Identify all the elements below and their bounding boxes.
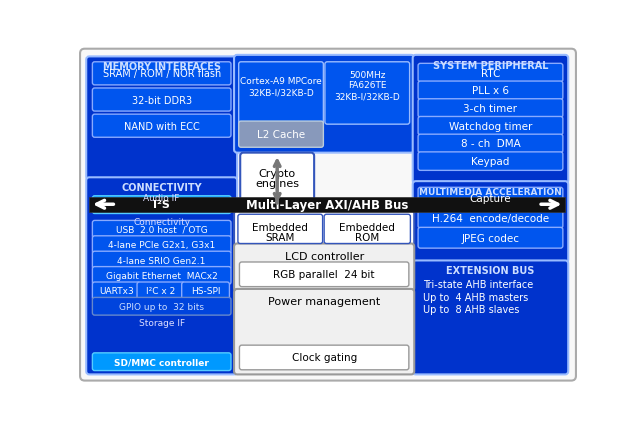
Text: Clock gating: Clock gating (292, 353, 356, 363)
FancyBboxPatch shape (418, 82, 563, 100)
FancyBboxPatch shape (234, 56, 414, 153)
Text: Power management: Power management (268, 296, 380, 307)
FancyBboxPatch shape (234, 211, 414, 248)
Text: Keypad: Keypad (471, 157, 509, 167)
Text: SYSTEM PERIPHERAL: SYSTEM PERIPHERAL (433, 61, 548, 71)
FancyBboxPatch shape (239, 122, 323, 148)
FancyBboxPatch shape (234, 244, 414, 291)
Text: 32KB-I/32KB-D: 32KB-I/32KB-D (248, 88, 314, 97)
Text: 4-lane PCIe G2x1, G3x1: 4-lane PCIe G2x1, G3x1 (108, 241, 215, 250)
Text: Connectivity: Connectivity (133, 217, 190, 226)
FancyBboxPatch shape (92, 115, 231, 138)
Text: Embedded: Embedded (339, 223, 396, 233)
FancyBboxPatch shape (92, 353, 231, 371)
Text: Capture: Capture (470, 193, 511, 203)
FancyBboxPatch shape (239, 262, 409, 287)
Text: SRAM: SRAM (266, 232, 295, 242)
FancyBboxPatch shape (418, 208, 563, 229)
FancyBboxPatch shape (92, 221, 231, 239)
FancyBboxPatch shape (413, 182, 568, 263)
Text: USB  2.0 host  / OTG: USB 2.0 host / OTG (116, 225, 207, 234)
FancyBboxPatch shape (92, 267, 231, 285)
Text: NAND with ECC: NAND with ECC (124, 121, 200, 131)
Text: 8 - ch  DMA: 8 - ch DMA (461, 139, 520, 149)
Text: 3-ch timer: 3-ch timer (463, 104, 518, 114)
Text: EXTENSION BUS: EXTENSION BUS (446, 266, 534, 276)
Text: PLL x 6: PLL x 6 (472, 86, 509, 96)
Text: 500MHz: 500MHz (349, 70, 385, 79)
FancyBboxPatch shape (324, 215, 410, 244)
Text: SRAM / ROM / NOR flash: SRAM / ROM / NOR flash (102, 69, 221, 79)
Text: FA626TE: FA626TE (348, 81, 387, 90)
Text: Embedded: Embedded (252, 223, 308, 233)
FancyBboxPatch shape (86, 178, 237, 374)
Text: CONNECTIVITY: CONNECTIVITY (122, 183, 202, 193)
Text: Multi-Layer AXI/AHB Bus: Multi-Layer AXI/AHB Bus (246, 198, 408, 211)
Text: LCD controller: LCD controller (285, 251, 364, 261)
FancyBboxPatch shape (240, 153, 314, 204)
FancyBboxPatch shape (92, 282, 140, 300)
Text: Tri-state AHB interface: Tri-state AHB interface (424, 279, 534, 290)
FancyBboxPatch shape (234, 289, 414, 374)
FancyBboxPatch shape (137, 282, 185, 300)
FancyBboxPatch shape (80, 49, 576, 381)
FancyBboxPatch shape (239, 63, 323, 125)
FancyBboxPatch shape (86, 57, 237, 180)
Text: Crypto: Crypto (259, 169, 296, 179)
Text: L2 Cache: L2 Cache (257, 130, 305, 140)
FancyBboxPatch shape (418, 117, 563, 135)
FancyBboxPatch shape (92, 63, 231, 86)
Text: 32-bit DDR3: 32-bit DDR3 (132, 95, 192, 105)
FancyBboxPatch shape (418, 135, 563, 153)
Text: 32KB-I/32KB-D: 32KB-I/32KB-D (334, 92, 400, 101)
FancyBboxPatch shape (92, 298, 231, 315)
FancyBboxPatch shape (413, 261, 568, 374)
Text: Cortex-A9 MPCore: Cortex-A9 MPCore (240, 77, 322, 86)
Text: MULTIMEDIA ACCELERATION: MULTIMEDIA ACCELERATION (419, 187, 562, 196)
FancyBboxPatch shape (418, 64, 563, 83)
FancyBboxPatch shape (413, 56, 568, 184)
FancyBboxPatch shape (92, 89, 231, 112)
Text: JPEG codec: JPEG codec (461, 233, 520, 243)
Text: SD/MMC controller: SD/MMC controller (115, 358, 209, 367)
Text: 4-lane SRIO Gen2.1: 4-lane SRIO Gen2.1 (118, 256, 206, 265)
FancyBboxPatch shape (418, 228, 563, 248)
Text: Watchdog timer: Watchdog timer (449, 121, 532, 131)
FancyBboxPatch shape (239, 345, 409, 370)
Text: I²C x 2: I²C x 2 (147, 287, 175, 296)
FancyBboxPatch shape (325, 63, 410, 125)
Text: ROM: ROM (355, 232, 380, 242)
FancyBboxPatch shape (92, 196, 231, 214)
Text: RGB parallel  24 bit: RGB parallel 24 bit (273, 270, 375, 279)
Text: Gigabit Ethernet  MACx2: Gigabit Ethernet MACx2 (106, 271, 218, 280)
Text: UARTx3: UARTx3 (99, 287, 134, 296)
Text: Up to  4 AHB masters: Up to 4 AHB masters (424, 292, 529, 302)
FancyBboxPatch shape (418, 153, 563, 171)
FancyBboxPatch shape (92, 236, 231, 254)
Text: HS-SPI: HS-SPI (191, 287, 220, 296)
Bar (90, 197, 565, 213)
Text: engines: engines (255, 178, 299, 188)
FancyBboxPatch shape (418, 188, 563, 209)
Text: MEMORY INTERFACES: MEMORY INTERFACES (102, 62, 221, 72)
Text: GPIO up to  32 bits: GPIO up to 32 bits (119, 302, 204, 311)
Text: Audio IF: Audio IF (143, 193, 180, 202)
FancyBboxPatch shape (92, 252, 231, 269)
Text: RTC: RTC (481, 69, 500, 78)
Text: I²S: I²S (153, 200, 170, 210)
Text: Up to  8 AHB slaves: Up to 8 AHB slaves (424, 304, 520, 314)
Text: Storage IF: Storage IF (139, 318, 185, 327)
FancyBboxPatch shape (182, 282, 230, 300)
FancyBboxPatch shape (238, 215, 323, 244)
FancyBboxPatch shape (418, 100, 563, 118)
Text: H.264  encode/decode: H.264 encode/decode (432, 213, 549, 223)
